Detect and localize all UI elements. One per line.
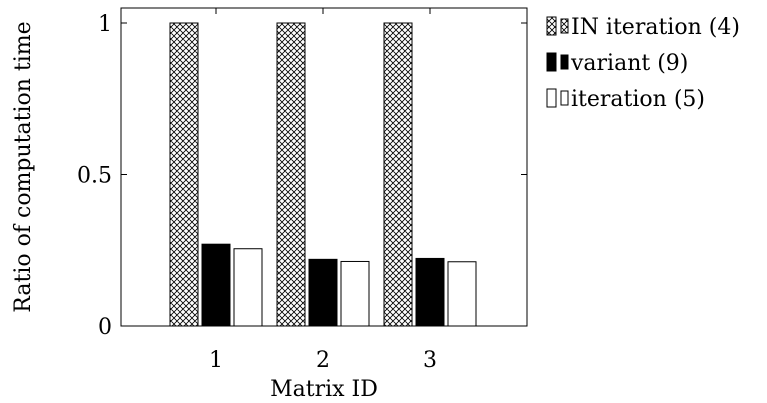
y-tick-label: 0 (98, 315, 112, 340)
y-tick-label: 0.5 (77, 164, 112, 189)
legend-swatch-3 (546, 88, 557, 108)
legend-label-2: variant (9) (570, 51, 688, 76)
bar-series-2-matrix-1 (201, 243, 231, 327)
legend-label-3: iteration (5) (571, 87, 705, 112)
y-ticks: 00.51 (77, 12, 527, 340)
y-tick-label: 1 (98, 12, 112, 37)
bar-series-3-matrix-2 (340, 260, 370, 327)
legend-label-1: IN iteration (4) (571, 15, 740, 40)
legend-swatch-small-2 (560, 54, 569, 70)
x-tick-label: 3 (423, 348, 437, 373)
bar-series-3-matrix-1 (233, 248, 263, 327)
bar-series-1-matrix-3 (383, 22, 413, 327)
legend-swatch-small-3 (560, 90, 569, 106)
y-axis-label: Ratio of computation time (11, 21, 36, 312)
bars (169, 22, 477, 327)
bar-series-1-matrix-1 (169, 22, 199, 327)
bar-series-2-matrix-3 (415, 257, 445, 327)
x-tick-label: 2 (316, 348, 330, 373)
bar-series-3-matrix-3 (447, 261, 477, 327)
legend-swatch-small-1 (560, 18, 569, 34)
x-tick-label: 1 (209, 348, 223, 373)
bar-series-2-matrix-2 (308, 258, 338, 327)
legend-swatch-1 (546, 16, 557, 36)
bar-series-1-matrix-2 (276, 22, 306, 327)
legend: IN iteration (4) variant (9) iteration (5) (546, 15, 740, 112)
legend-swatch-2 (546, 52, 557, 72)
x-axis-label: Matrix ID (270, 377, 378, 402)
